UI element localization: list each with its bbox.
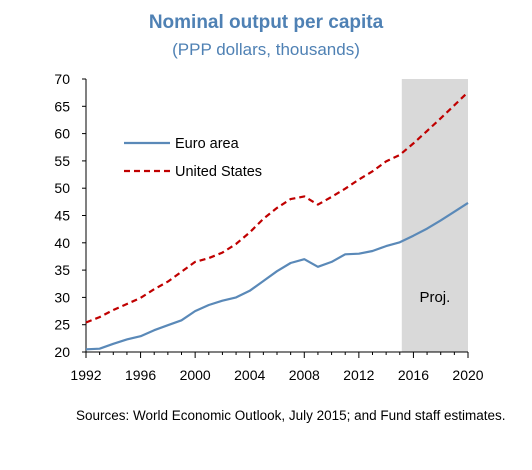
legend-label: United States <box>175 164 262 180</box>
projection-shade <box>401 79 468 352</box>
y-tick-label: 50 <box>54 180 70 196</box>
legend-label: Euro area <box>175 136 240 152</box>
y-tick-label: 40 <box>54 235 70 251</box>
series-lines <box>85 91 469 351</box>
x-axis: 1992 1996 2000 2004 2008 2012 2016 2020 <box>70 351 484 383</box>
chart-title: Nominal output per capita <box>148 12 384 33</box>
y-tick-label: 60 <box>54 126 70 142</box>
x-tick-label: 1992 <box>70 367 101 383</box>
x-tick-label: 2008 <box>289 367 320 383</box>
series-line-united-states <box>85 91 469 324</box>
y-tick-label: 65 <box>54 98 70 114</box>
x-tick-label: 2012 <box>343 367 374 383</box>
y-tick-label: 55 <box>54 153 70 169</box>
x-tick-label: 2000 <box>180 367 211 383</box>
x-tick-label: 1996 <box>125 367 156 383</box>
series-line-euro-area <box>85 201 469 351</box>
y-tick-label: 45 <box>54 208 70 224</box>
y-tick-label: 70 <box>54 71 70 87</box>
x-tick-label: 2020 <box>452 367 483 383</box>
y-tick-label: 30 <box>54 289 70 305</box>
y-axis: 20 25 30 35 40 45 50 55 60 65 70 <box>54 71 87 360</box>
y-tick-label: 25 <box>54 317 70 333</box>
source-note: Sources: World Economic Outlook, July 20… <box>76 408 506 423</box>
projection-label: Proj. <box>419 289 450 306</box>
x-tick-label: 2016 <box>398 367 429 383</box>
chart-subtitle: (PPP dollars, thousands) <box>172 40 360 59</box>
legend: Euro area United States <box>124 136 262 180</box>
y-tick-label: 20 <box>54 344 70 360</box>
y-tick-label: 35 <box>54 262 70 278</box>
x-tick-label: 2004 <box>234 367 265 383</box>
